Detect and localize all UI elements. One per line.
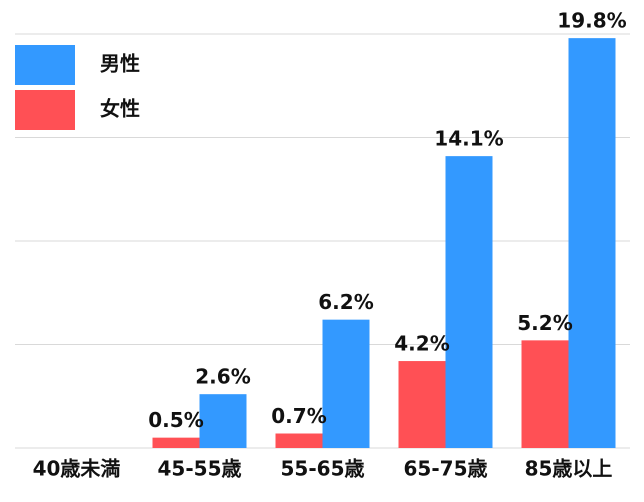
data-label: 4.2% [394,332,449,356]
bar [445,156,493,448]
bar [275,433,323,448]
data-label: 5.2% [517,311,572,335]
data-label: 0.5% [148,408,203,432]
data-label: 0.7% [271,404,326,428]
bar [398,361,446,448]
bar [568,38,616,448]
bar [199,394,247,448]
legend-label: 女性 [100,97,140,121]
x-tick-label: 45-55歳 [158,457,242,481]
legend-swatch [15,90,75,130]
data-label: 2.6% [195,365,250,389]
data-label: 6.2% [318,290,373,314]
legend-label: 男性 [100,52,140,76]
bar [152,437,200,448]
legend-swatch [15,45,75,85]
x-tick-label: 55-65歳 [281,457,365,481]
bar [521,340,569,448]
data-label: 19.8% [557,9,626,33]
data-label: 14.1% [434,127,503,151]
x-tick-label: 40歳未満 [33,457,121,481]
x-tick-label: 85歳以上 [525,457,613,481]
x-tick-label: 65-75歳 [404,457,488,481]
bar [322,319,370,448]
